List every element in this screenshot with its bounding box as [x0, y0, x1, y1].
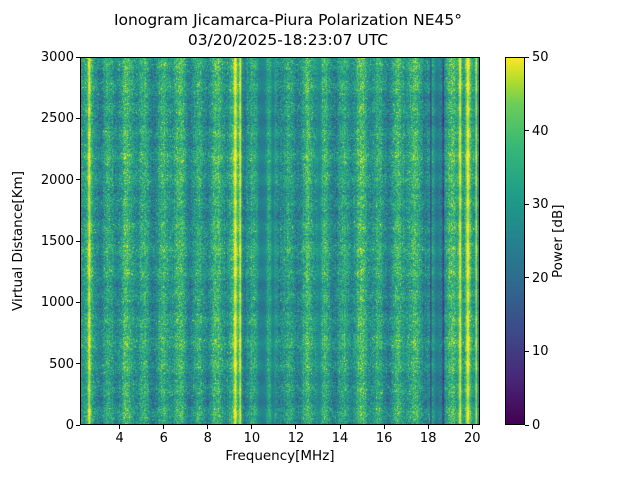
y-axis-label: Virtual Distance[Km] [10, 171, 26, 311]
x-tick-label-10: 10 [243, 431, 261, 446]
y-tick-label-0: 0 [65, 418, 74, 433]
y-tick-label-500: 500 [49, 356, 74, 372]
x-tick-mark-8 [207, 425, 209, 429]
y-tick-mark-1000 [76, 301, 80, 303]
x-tick-mark-20 [471, 425, 473, 429]
x-tick-label-16: 16 [375, 431, 393, 446]
x-tick-label-8: 8 [203, 431, 212, 446]
y-tick-label-2000: 2000 [40, 172, 74, 188]
chart-title: Ionogram Jicamarca-Piura Polarization NE… [80, 10, 496, 51]
chart-title-line1: Ionogram Jicamarca-Piura Polarization NE… [113, 11, 463, 29]
colorbar-tick-mark-10 [525, 350, 529, 352]
x-tick-label-4: 4 [115, 431, 124, 446]
y-tick-mark-0 [76, 424, 80, 426]
x-tick-mark-10 [251, 425, 253, 429]
x-tick-label-20: 20 [464, 431, 481, 446]
x-tick-mark-12 [295, 425, 297, 429]
colorbar-tick-label-40: 40 [532, 123, 549, 139]
x-tick-label-18: 18 [419, 431, 437, 446]
colorbar-gradient [505, 57, 525, 425]
colorbar-tick-label-50: 50 [532, 50, 549, 65]
chart-title-line2: 03/20/2025-18:23:07 UTC [187, 31, 389, 50]
y-tick-label-2500: 2500 [40, 111, 74, 127]
y-tick-mark-2000 [76, 179, 80, 181]
colorbar-tick-mark-40 [525, 130, 529, 132]
x-tick-label-12: 12 [287, 431, 305, 446]
ionogram-heatmap [80, 57, 480, 425]
colorbar-tick-label-20: 20 [532, 270, 549, 286]
x-tick-mark-6 [163, 425, 165, 429]
x-tick-label-14: 14 [331, 431, 349, 446]
colorbar-tick-mark-30 [525, 203, 529, 205]
x-axis-label: Frequency[MHz] [225, 448, 335, 464]
colorbar-label: Power [dB] [550, 204, 566, 278]
x-tick-mark-14 [339, 425, 341, 429]
y-tick-mark-1500 [76, 240, 80, 242]
x-tick-mark-16 [383, 425, 385, 429]
colorbar-tick-mark-20 [525, 277, 529, 279]
y-tick-label-3000: 3000 [40, 50, 74, 65]
colorbar-tick-label-10: 10 [532, 344, 549, 360]
y-tick-mark-3000 [76, 56, 80, 58]
y-tick-mark-500 [76, 363, 80, 365]
y-tick-mark-2500 [76, 117, 80, 119]
y-tick-label-1500: 1500 [40, 234, 74, 249]
colorbar-tick-mark-0 [525, 424, 529, 426]
colorbar-tick-label-0: 0 [532, 418, 541, 433]
x-tick-mark-18 [427, 425, 429, 429]
y-tick-label-1000: 1000 [40, 295, 74, 311]
x-tick-mark-4 [119, 425, 121, 429]
colorbar-tick-label-30: 30 [532, 197, 549, 213]
x-tick-label-6: 6 [159, 431, 168, 446]
colorbar-tick-mark-50 [525, 56, 529, 58]
